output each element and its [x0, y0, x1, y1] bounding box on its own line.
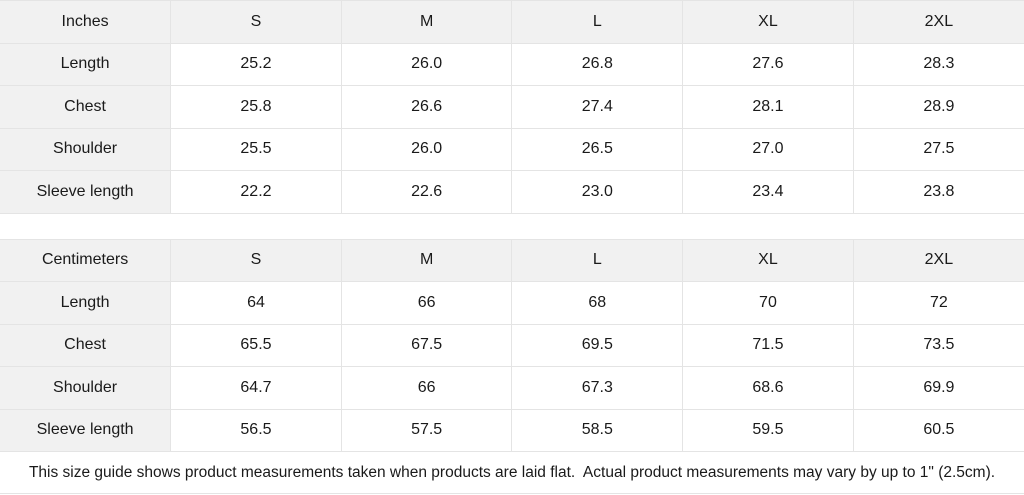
measurement-label-cell: Shoulder — [0, 366, 172, 410]
measurement-value-cell: 56.5 — [170, 408, 342, 452]
size-header-cell: XL — [682, 238, 854, 282]
measurement-value-cell: 25.8 — [170, 85, 342, 129]
measurement-row: Sleeve length 56.5 57.5 58.5 59.5 60.5 — [0, 408, 1024, 452]
size-table-inches: Inches S M L XL 2XL Length 25.2 26.0 26.… — [0, 0, 1024, 214]
measurement-value-cell: 26.0 — [340, 127, 513, 171]
measurement-value-cell: 27.6 — [682, 42, 854, 86]
measurement-label-cell: Sleeve length — [0, 170, 172, 214]
measurement-value-cell: 58.5 — [511, 408, 684, 452]
measurement-value-cell: 27.5 — [852, 127, 1024, 171]
measurement-value-cell: 66 — [340, 281, 513, 325]
size-header-cell: S — [170, 0, 342, 44]
size-header-cell: 2XL — [852, 0, 1024, 44]
measurement-value-cell: 27.4 — [511, 85, 684, 129]
measurement-value-cell: 64 — [170, 281, 342, 325]
unit-header-cell: Centimeters — [0, 238, 172, 282]
measurement-label-cell: Shoulder — [0, 127, 172, 171]
section-gap — [0, 213, 1024, 239]
measurement-value-cell: 68 — [511, 281, 684, 325]
measurement-value-cell: 73.5 — [852, 323, 1024, 367]
size-guide-footnote: This size guide shows product measuremen… — [0, 452, 1024, 494]
measurement-value-cell: 25.5 — [170, 127, 342, 171]
size-header-cell: 2XL — [852, 238, 1024, 282]
measurement-value-cell: 60.5 — [852, 408, 1024, 452]
unit-header-cell: Inches — [0, 0, 172, 44]
measurement-value-cell: 23.4 — [682, 170, 854, 214]
measurement-label-cell: Sleeve length — [0, 408, 172, 452]
measurement-value-cell: 68.6 — [682, 366, 854, 410]
measurement-label-cell: Length — [0, 281, 172, 325]
measurement-label-cell: Length — [0, 42, 172, 86]
measurement-label-cell: Chest — [0, 323, 172, 367]
measurement-value-cell: 26.6 — [340, 85, 513, 129]
measurement-value-cell: 71.5 — [682, 323, 854, 367]
measurement-value-cell: 69.5 — [511, 323, 684, 367]
size-header-cell: M — [340, 238, 513, 282]
measurement-value-cell: 27.0 — [682, 127, 854, 171]
measurement-row: Chest 25.8 26.6 27.4 28.1 28.9 — [0, 85, 1024, 129]
measurement-value-cell: 28.3 — [852, 42, 1024, 86]
measurement-value-cell: 69.9 — [852, 366, 1024, 410]
measurement-value-cell: 28.1 — [682, 85, 854, 129]
measurement-value-cell: 67.5 — [340, 323, 513, 367]
measurement-value-cell: 22.2 — [170, 170, 342, 214]
measurement-value-cell: 22.6 — [340, 170, 513, 214]
size-table-header-row: Inches S M L XL 2XL — [0, 0, 1024, 44]
measurement-value-cell: 72 — [852, 281, 1024, 325]
measurement-row: Length 64 66 68 70 72 — [0, 281, 1024, 325]
measurement-row: Shoulder 64.7 66 67.3 68.6 69.9 — [0, 366, 1024, 410]
measurement-value-cell: 67.3 — [511, 366, 684, 410]
size-header-cell: L — [511, 0, 684, 44]
size-header-cell: XL — [682, 0, 854, 44]
measurement-value-cell: 66 — [340, 366, 513, 410]
measurement-value-cell: 26.8 — [511, 42, 684, 86]
size-header-cell: M — [340, 0, 513, 44]
measurement-row: Chest 65.5 67.5 69.5 71.5 73.5 — [0, 323, 1024, 367]
size-table-header-row: Centimeters S M L XL 2XL — [0, 238, 1024, 282]
size-table-centimeters: Centimeters S M L XL 2XL Length 64 66 68… — [0, 238, 1024, 453]
measurement-value-cell: 57.5 — [340, 408, 513, 452]
measurement-value-cell: 59.5 — [682, 408, 854, 452]
measurement-value-cell: 26.5 — [511, 127, 684, 171]
measurement-value-cell: 23.0 — [511, 170, 684, 214]
measurement-value-cell: 23.8 — [852, 170, 1024, 214]
measurement-value-cell: 65.5 — [170, 323, 342, 367]
measurement-value-cell: 28.9 — [852, 85, 1024, 129]
measurement-value-cell: 70 — [682, 281, 854, 325]
measurement-value-cell: 26.0 — [340, 42, 513, 86]
size-header-cell: L — [511, 238, 684, 282]
measurement-row: Length 25.2 26.0 26.8 27.6 28.3 — [0, 42, 1024, 86]
size-header-cell: S — [170, 238, 342, 282]
measurement-value-cell: 25.2 — [170, 42, 342, 86]
measurement-row: Sleeve length 22.2 22.6 23.0 23.4 23.8 — [0, 170, 1024, 214]
measurement-row: Shoulder 25.5 26.0 26.5 27.0 27.5 — [0, 127, 1024, 171]
measurement-label-cell: Chest — [0, 85, 172, 129]
measurement-value-cell: 64.7 — [170, 366, 342, 410]
